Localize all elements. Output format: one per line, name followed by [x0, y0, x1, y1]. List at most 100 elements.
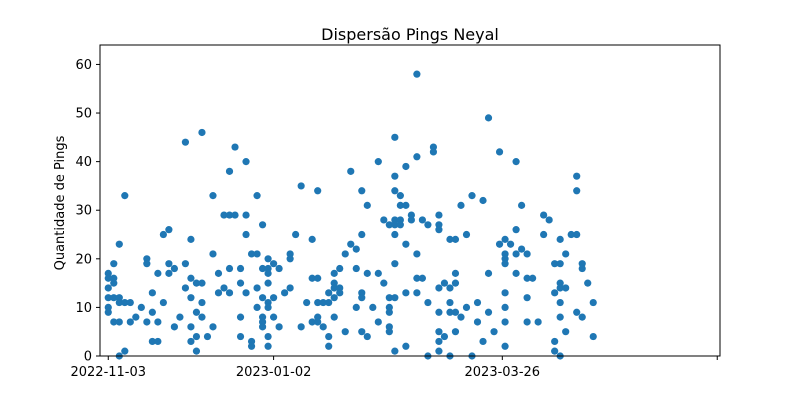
data-point [374, 158, 382, 166]
data-point [424, 298, 432, 307]
data-point [413, 153, 421, 161]
data-point [314, 274, 322, 282]
data-point [457, 201, 465, 209]
data-point [402, 289, 410, 297]
data-point [314, 298, 322, 307]
data-point [363, 332, 371, 341]
data-point [264, 332, 272, 341]
data-point [391, 133, 399, 141]
data-point [358, 230, 366, 239]
data-point [556, 313, 564, 321]
data-point [523, 294, 531, 302]
data-point [198, 128, 206, 137]
data-point [214, 269, 223, 277]
data-point [143, 318, 151, 326]
data-point [374, 318, 382, 326]
data-point [341, 328, 349, 336]
data-point [275, 323, 283, 331]
data-point [501, 342, 509, 350]
data-point [352, 264, 360, 273]
data-point [369, 303, 377, 312]
data-point [258, 323, 267, 331]
data-point [435, 328, 443, 336]
data-point [479, 196, 487, 205]
data-point [385, 294, 393, 302]
data-point [270, 294, 278, 302]
data-point [402, 342, 410, 350]
data-point [451, 279, 460, 287]
data-point [170, 323, 178, 331]
data-point [341, 250, 349, 258]
data-point [512, 250, 520, 258]
data-point [556, 298, 564, 307]
data-point [286, 284, 294, 292]
y-tick-label: 60 [75, 58, 92, 73]
data-point [314, 187, 322, 195]
data-point [303, 298, 311, 307]
data-point [242, 158, 250, 166]
data-point [236, 313, 245, 321]
data-point [407, 211, 415, 219]
data-point [115, 298, 123, 307]
data-point [573, 187, 581, 195]
data-point [562, 328, 570, 336]
data-point [126, 298, 134, 307]
plot-area-frame [99, 44, 721, 357]
data-point [258, 294, 267, 302]
data-point [567, 230, 575, 239]
data-point [110, 294, 118, 302]
data-point [374, 269, 382, 277]
data-point [512, 158, 520, 166]
data-point [501, 260, 509, 268]
data-point [236, 332, 245, 341]
y-axis-label: Quantidade de Pings [53, 135, 68, 270]
data-point [462, 230, 471, 239]
y-tick-label: 10 [75, 301, 92, 316]
data-point [479, 337, 487, 346]
data-point [358, 294, 366, 302]
data-point [297, 182, 305, 190]
data-point [159, 298, 167, 307]
data-point [192, 332, 201, 341]
data-point [209, 250, 217, 258]
data-point [484, 269, 493, 277]
data-point [242, 211, 250, 219]
data-point [104, 284, 112, 292]
data-point [187, 323, 195, 331]
data-point [192, 308, 201, 316]
data-point [231, 211, 239, 219]
x-axis-ticks: 2022-11-03 2023-01-02 2023-03-26 [70, 356, 718, 380]
data-point [181, 284, 190, 292]
data-point [363, 201, 371, 209]
data-point [435, 284, 443, 292]
data-point [330, 269, 338, 277]
data-point [495, 148, 504, 156]
data-point [358, 328, 366, 336]
data-point [391, 221, 399, 229]
data-point [451, 328, 460, 336]
data-point [258, 221, 267, 229]
data-point [275, 264, 283, 273]
data-point [187, 294, 195, 302]
data-point [270, 260, 278, 268]
data-point [473, 318, 482, 326]
data-point [325, 298, 333, 307]
data-point [165, 260, 173, 268]
data-point [264, 255, 272, 263]
data-point [440, 332, 449, 341]
data-point [281, 289, 289, 297]
data-point [391, 172, 399, 180]
data-point [264, 269, 272, 277]
data-point [225, 289, 234, 297]
data-point [391, 294, 399, 302]
data-point [253, 250, 261, 258]
data-point [413, 250, 421, 258]
data-point [413, 274, 421, 282]
data-point [529, 274, 537, 282]
data-point [170, 264, 178, 273]
data-point [578, 264, 586, 273]
data-point [148, 337, 156, 346]
